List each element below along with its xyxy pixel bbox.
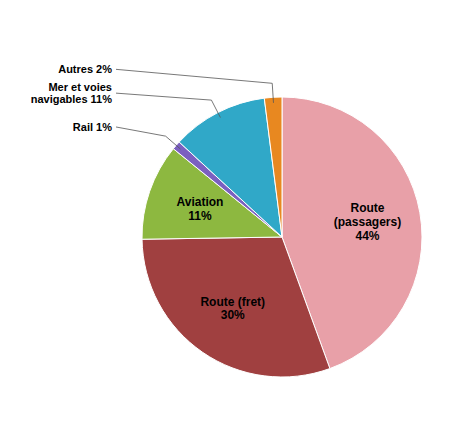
leader-line (116, 93, 220, 117)
chart: Route(passagers)44% Route (fret)30% Aviati… (0, 0, 474, 424)
slice-label: Autres 2% (58, 63, 112, 75)
label-line: Route (fret) (200, 295, 265, 309)
leader-line (116, 127, 180, 149)
label-line: 11% (188, 209, 212, 223)
label-line: (passagers) (334, 215, 401, 229)
pie-slice (264, 97, 282, 237)
label-line: Autres 2% (58, 63, 112, 75)
label-line: Aviation (177, 195, 224, 209)
pie-slice (142, 237, 330, 377)
label-line: Mer et voies (48, 81, 112, 93)
leader-lines (116, 69, 273, 149)
labels: Route(passagers)44% Route (fret)30% Aviati… (31, 63, 401, 322)
slice-label: Aviation11% (177, 195, 224, 223)
slice-label: Mer et voiesnavigables 11% (31, 81, 113, 106)
leader-line (116, 69, 273, 103)
label-line: Route (350, 201, 384, 215)
slice-label: Route(passagers)44% (334, 201, 401, 243)
label-line: navigables 11% (31, 93, 113, 105)
slice-label: Route (fret)30% (200, 295, 265, 323)
slices (142, 97, 422, 377)
label-line: 30% (221, 308, 245, 322)
label-line: Rail 1% (73, 121, 112, 133)
pie (142, 97, 422, 377)
label-line: 44% (355, 229, 379, 243)
slice-label: Rail 1% (73, 121, 112, 133)
